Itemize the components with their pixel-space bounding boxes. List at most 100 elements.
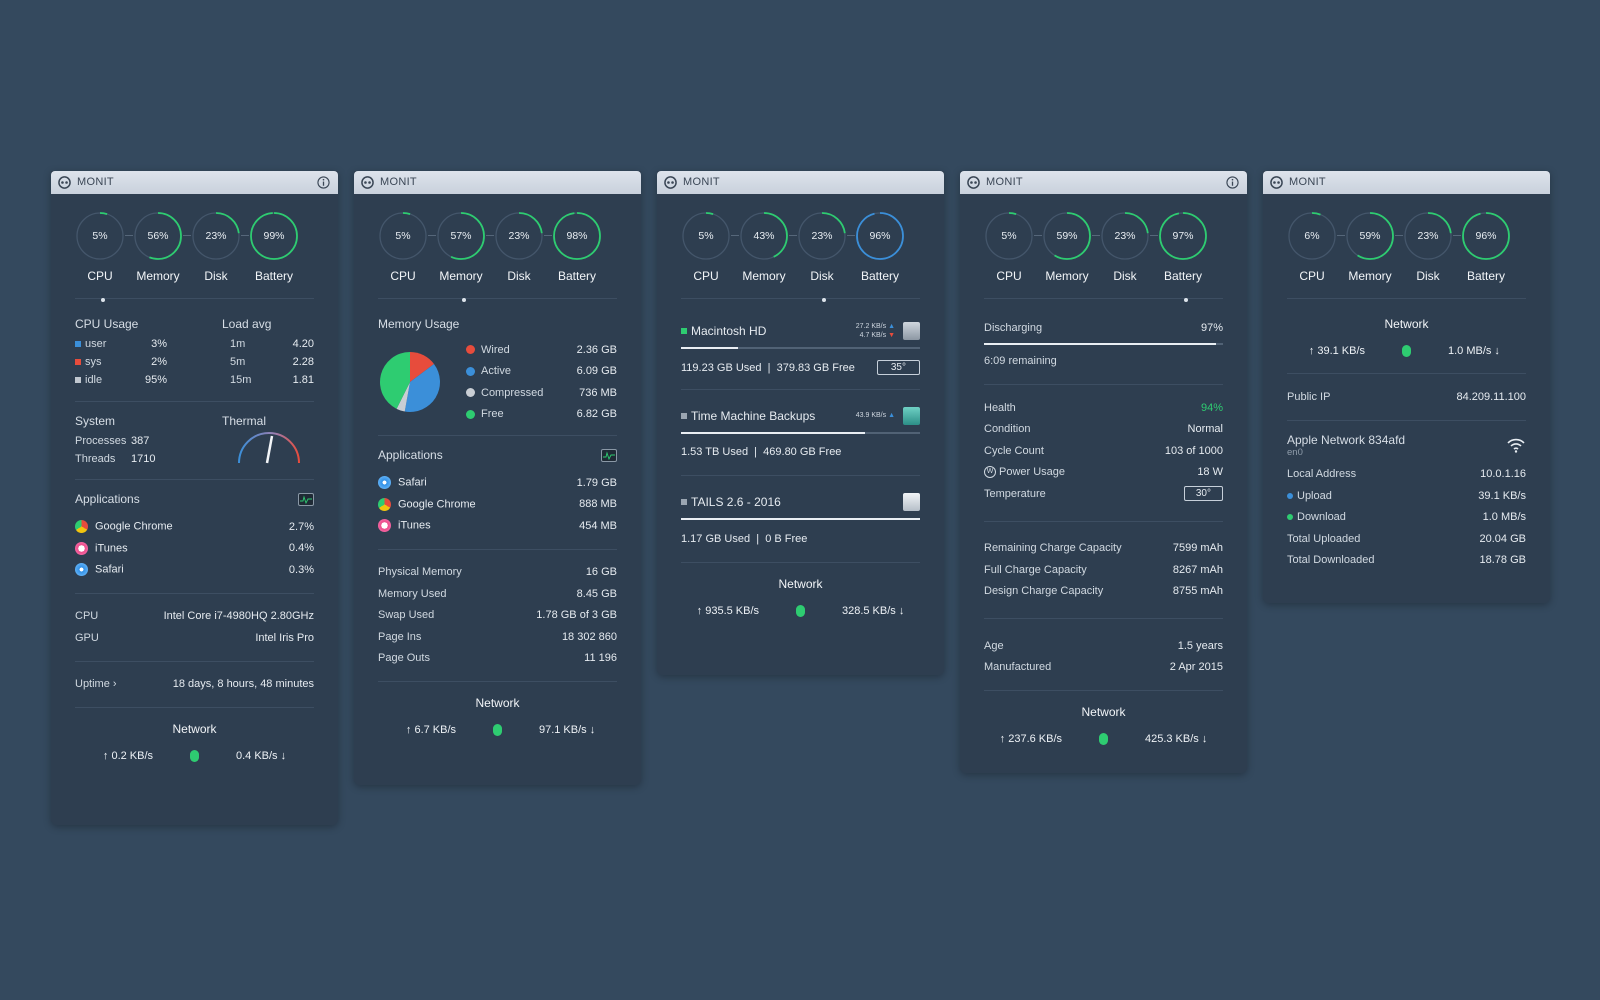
app-row[interactable]: Google Chrome 2.7% <box>75 516 314 538</box>
activity-monitor-icon[interactable] <box>298 492 314 506</box>
gauge-memory[interactable]: 43% Memory <box>739 211 789 283</box>
gauge-connector <box>1034 235 1042 236</box>
detail-value: 18.78 GB <box>1479 554 1526 567</box>
cpu-user-row: user 3% <box>75 335 167 353</box>
gauge-memory[interactable]: 59% Memory <box>1042 211 1092 283</box>
gauge-cpu[interactable]: 5% CPU <box>75 211 125 283</box>
page-dot[interactable] <box>822 298 826 302</box>
network-status-dot <box>796 604 805 617</box>
gauge-value: 99% <box>263 230 285 242</box>
disk-macintosh-hd[interactable]: Macintosh HD 27.2 KB/s ▲ 4.7 KB/s ▼ 119.2… <box>681 319 920 379</box>
total-uploaded-row: Total Uploaded 20.04 GB <box>1287 528 1526 550</box>
gauge-connector <box>789 235 797 236</box>
gauge-battery[interactable]: 96% Battery <box>855 211 905 283</box>
app-row[interactable]: iTunes 454 MB <box>378 515 617 537</box>
network-title: Network <box>1081 705 1126 719</box>
page-indicator[interactable] <box>75 298 314 313</box>
itunes-icon <box>75 541 88 555</box>
uptime-label[interactable]: Uptime › <box>75 678 117 691</box>
gauge-battery[interactable]: 99% Battery <box>249 211 299 283</box>
gauge-cpu[interactable]: 6% CPU <box>1287 211 1337 283</box>
disk-free: 0 B Free <box>765 532 808 545</box>
gauge-memory[interactable]: 59% Memory <box>1345 211 1395 283</box>
gauge-arc <box>76 212 124 260</box>
gauge-label: CPU <box>1299 269 1325 283</box>
pie-slice-free <box>380 352 410 409</box>
disk-tails[interactable]: TAILS 2.6 - 2016 1.17 GB Used | 0 B Free <box>681 490 920 550</box>
legend-value: 2.36 GB <box>576 343 617 356</box>
gauge-label: Disk <box>810 269 834 283</box>
gauge-row: 6% CPU 59% Memory 23% Disk 96% Battery <box>1287 194 1526 290</box>
activity-monitor-icon[interactable] <box>601 448 617 462</box>
load-15m-label: 15m <box>230 374 252 386</box>
uptime-row[interactable]: Uptime › 18 days, 8 hours, 48 minutes <box>75 674 314 696</box>
page-dot[interactable] <box>1184 298 1188 302</box>
gauge-memory[interactable]: 56% Memory <box>133 211 183 283</box>
public-ip-row: Public IP 84.209.11.100 <box>1287 386 1526 408</box>
gauge-disk[interactable]: 23% Disk <box>191 211 241 283</box>
sys-swatch <box>75 359 81 366</box>
load-row: 15m 1.81 <box>222 371 314 389</box>
gauge-battery[interactable]: 96% Battery <box>1461 211 1511 283</box>
page-dot[interactable] <box>101 298 105 302</box>
disk-io-rates: 43.9 KB/s ▲ <box>855 412 895 419</box>
gauge-disk[interactable]: 23% Disk <box>1403 211 1453 283</box>
info-icon[interactable] <box>317 176 330 189</box>
app-row[interactable]: iTunes 0.4% <box>75 538 314 560</box>
network-download-rate: 0.4 KB/s ↓ <box>235 750 287 762</box>
gauge-battery[interactable]: 97% Battery <box>1158 211 1208 283</box>
stat-value: 8755 mAh <box>1172 585 1223 598</box>
battery-panel: MONIT 5% CPU 59% Memory 23% Disk 97% Battery Di… <box>960 171 1247 773</box>
gauge-disk[interactable]: 23% Disk <box>797 211 847 283</box>
gauge-cpu[interactable]: 5% CPU <box>681 211 731 283</box>
gauge-arc <box>1288 212 1336 260</box>
disk-name-text: TAILS 2.6 - 2016 <box>691 495 781 509</box>
stat-label: Physical Memory <box>378 566 462 579</box>
disk-name: Macintosh HD <box>681 324 766 338</box>
disk-usage-row: 119.23 GB Used | 379.83 GB Free 35° <box>681 357 920 379</box>
disk-usage-bar <box>681 431 920 434</box>
stat-value: 18 302 860 <box>561 630 617 643</box>
page-dot[interactable] <box>462 298 466 302</box>
gauge-cpu[interactable]: 5% CPU <box>378 211 428 283</box>
itunes-icon <box>378 519 391 533</box>
stat-value: 8267 mAh <box>1172 563 1223 576</box>
gauge-row: 5% CPU 57% Memory 23% Disk 98% Battery <box>378 194 617 290</box>
page-indicator[interactable] <box>984 298 1223 313</box>
gauge-cpu[interactable]: 5% CPU <box>984 211 1034 283</box>
detail-value: 39.1 KB/s <box>1478 489 1526 502</box>
network-section: Network ↑ 0.2 KB/s 0.4 KB/s ↓ <box>75 722 314 762</box>
info-icon[interactable] <box>1226 176 1239 189</box>
gauge-battery[interactable]: 98% Battery <box>552 211 602 283</box>
gauge-disk[interactable]: 23% Disk <box>494 211 544 283</box>
network-upload-rate: ↑ 0.2 KB/s <box>102 750 154 762</box>
cycle-count-label: Cycle Count <box>984 444 1044 457</box>
app-row[interactable]: Google Chrome 888 MB <box>378 494 617 516</box>
disk-time-machine[interactable]: Time Machine Backups 43.9 KB/s ▲ 1.53 TB… <box>681 404 920 464</box>
network-rates: ↑ 39.1 KB/s 1.0 MB/s ↓ <box>1287 345 1526 357</box>
network-upload-rate: ↑ 6.7 KB/s <box>405 724 457 736</box>
wifi-row[interactable]: Apple Network 834afd en0 <box>1287 433 1526 458</box>
app-title: MONIT <box>380 176 417 188</box>
page-indicator[interactable] <box>378 298 617 313</box>
gauge-label: Disk <box>507 269 531 283</box>
gauge-disk[interactable]: 23% Disk <box>1100 211 1150 283</box>
threads-value: 1710 <box>131 453 156 465</box>
gauge-label: Memory <box>136 269 180 283</box>
stat-row: Swap Used 1.78 GB of 3 GB <box>378 605 617 627</box>
page-indicator[interactable] <box>681 298 920 313</box>
app-row[interactable]: Safari 1.79 GB <box>378 472 617 494</box>
app-value: 454 MB <box>579 519 617 532</box>
health-row: Health 94% <box>984 397 1223 419</box>
gauge-value: 5% <box>92 230 108 242</box>
gauge-arc <box>1462 212 1510 260</box>
disk-name: Time Machine Backups <box>681 409 815 423</box>
gauge-memory[interactable]: 57% Memory <box>436 211 486 283</box>
gauge-label: CPU <box>87 269 113 283</box>
capacity-list: Remaining Charge Capacity 7599 mAh Full Ch… <box>984 538 1223 603</box>
app-row[interactable]: Safari 0.3% <box>75 559 314 581</box>
cycle-count-row: Cycle Count 103 of 1000 <box>984 440 1223 462</box>
gauge-arc <box>379 212 427 260</box>
network-download-rate: 97.1 KB/s ↓ <box>538 724 596 736</box>
gauge-value: 59% <box>1359 230 1381 242</box>
